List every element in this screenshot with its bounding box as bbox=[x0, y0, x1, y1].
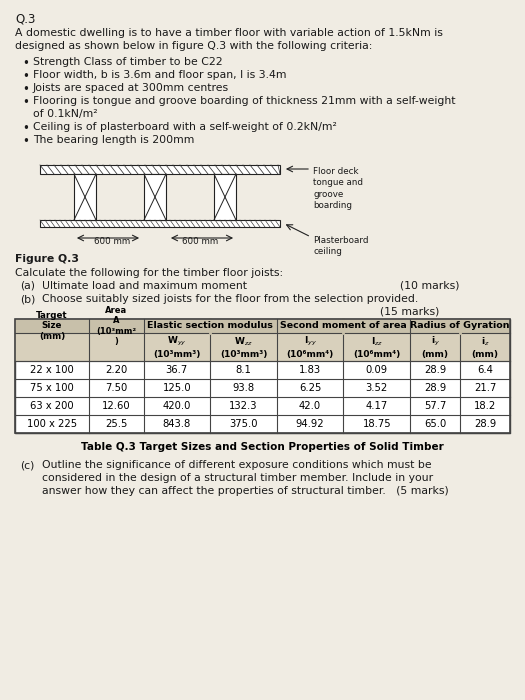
Text: Ceiling is of plasterboard with a self-weight of 0.2kN/m²: Ceiling is of plasterboard with a self-w… bbox=[33, 122, 337, 132]
Text: Floor deck
tongue and
groove
boarding: Floor deck tongue and groove boarding bbox=[313, 167, 363, 210]
Text: Calculate the following for the timber floor joists:: Calculate the following for the timber f… bbox=[15, 268, 283, 278]
Text: Second moment of area: Second moment of area bbox=[280, 321, 407, 330]
Text: of 0.1kN/m²: of 0.1kN/m² bbox=[33, 109, 98, 119]
Text: Joists are spaced at 300mm centres: Joists are spaced at 300mm centres bbox=[33, 83, 229, 93]
Text: 42.0: 42.0 bbox=[299, 401, 321, 411]
Text: Elastic section modulus: Elastic section modulus bbox=[147, 321, 273, 330]
Text: Choose suitably sized joists for the floor from the selection provided.: Choose suitably sized joists for the flo… bbox=[42, 294, 418, 304]
Text: Figure Q.3: Figure Q.3 bbox=[15, 254, 79, 264]
Text: 125.0: 125.0 bbox=[163, 383, 191, 393]
Text: i$_{y}$
(mm): i$_{y}$ (mm) bbox=[422, 335, 448, 359]
Bar bbox=[15, 319, 510, 433]
Text: •: • bbox=[22, 57, 29, 70]
Bar bbox=[144, 174, 166, 220]
Text: 18.75: 18.75 bbox=[362, 419, 391, 429]
Text: W$_{yy}$
(10³mm³): W$_{yy}$ (10³mm³) bbox=[153, 335, 201, 359]
Text: 0.09: 0.09 bbox=[366, 365, 388, 375]
Text: 63 x 200: 63 x 200 bbox=[30, 401, 74, 411]
Text: i$_{z}$
(mm): i$_{z}$ (mm) bbox=[471, 335, 499, 359]
Text: Strength Class of timber to be C22: Strength Class of timber to be C22 bbox=[33, 57, 223, 67]
Text: The bearing length is 200mm: The bearing length is 200mm bbox=[33, 135, 194, 145]
Text: I$_{zz}$
(10⁶mm⁴): I$_{zz}$ (10⁶mm⁴) bbox=[353, 335, 401, 359]
Text: 8.1: 8.1 bbox=[236, 365, 251, 375]
Text: designed as shown below in figure Q.3 with the following criteria:: designed as shown below in figure Q.3 wi… bbox=[15, 41, 372, 51]
Text: 65.0: 65.0 bbox=[424, 419, 446, 429]
Text: 600 mm: 600 mm bbox=[94, 237, 130, 246]
Text: 132.3: 132.3 bbox=[229, 401, 258, 411]
Bar bbox=[15, 333, 510, 361]
Text: (a): (a) bbox=[20, 281, 35, 291]
Text: 25.5: 25.5 bbox=[105, 419, 128, 429]
Text: 3.52: 3.52 bbox=[365, 383, 388, 393]
Text: 420.0: 420.0 bbox=[163, 401, 191, 411]
Text: A domestic dwelling is to have a timber floor with variable action of 1.5kNm is: A domestic dwelling is to have a timber … bbox=[15, 28, 443, 38]
Bar bbox=[214, 174, 236, 220]
Text: Ultimate load and maximum moment: Ultimate load and maximum moment bbox=[42, 281, 247, 291]
Text: 18.2: 18.2 bbox=[474, 401, 496, 411]
Text: 94.92: 94.92 bbox=[296, 419, 324, 429]
Text: W$_{zz}$
(10³mm³): W$_{zz}$ (10³mm³) bbox=[220, 335, 267, 359]
Bar bbox=[40, 165, 280, 174]
Text: Plasterboard
ceiling: Plasterboard ceiling bbox=[313, 236, 369, 256]
Text: (15 marks): (15 marks) bbox=[380, 307, 439, 317]
Text: 843.8: 843.8 bbox=[163, 419, 191, 429]
Text: 6.4: 6.4 bbox=[477, 365, 493, 375]
Text: answer how they can affect the properties of structural timber.   (5 marks): answer how they can affect the propertie… bbox=[42, 486, 449, 496]
Text: 36.7: 36.7 bbox=[166, 365, 188, 375]
Text: considered in the design of a structural timber member. Include in your: considered in the design of a structural… bbox=[42, 473, 433, 483]
Text: 12.60: 12.60 bbox=[102, 401, 130, 411]
Text: Radius of Gyration: Radius of Gyration bbox=[410, 321, 510, 330]
Text: 6.25: 6.25 bbox=[299, 383, 321, 393]
Text: •: • bbox=[22, 135, 29, 148]
Text: 22 x 100: 22 x 100 bbox=[30, 365, 74, 375]
Text: 375.0: 375.0 bbox=[229, 419, 258, 429]
Text: 2.20: 2.20 bbox=[105, 365, 127, 375]
Text: 7.50: 7.50 bbox=[105, 383, 127, 393]
Text: •: • bbox=[22, 122, 29, 135]
Bar bbox=[40, 220, 280, 227]
Text: 57.7: 57.7 bbox=[424, 401, 446, 411]
Text: 600 mm: 600 mm bbox=[182, 237, 218, 246]
Text: 93.8: 93.8 bbox=[233, 383, 255, 393]
Text: 4.17: 4.17 bbox=[365, 401, 388, 411]
Text: (10 marks): (10 marks) bbox=[400, 281, 459, 291]
Text: I$_{yy}$
(10⁶mm⁴): I$_{yy}$ (10⁶mm⁴) bbox=[287, 335, 334, 359]
Text: 75 x 100: 75 x 100 bbox=[30, 383, 74, 393]
Text: 21.7: 21.7 bbox=[474, 383, 496, 393]
Bar bbox=[15, 319, 510, 333]
Bar bbox=[15, 319, 510, 433]
Text: Area
A
(10³mm²
): Area A (10³mm² ) bbox=[96, 307, 136, 346]
Text: 28.9: 28.9 bbox=[474, 419, 496, 429]
Bar bbox=[74, 174, 96, 220]
Text: •: • bbox=[22, 70, 29, 83]
Text: Q.3: Q.3 bbox=[15, 12, 35, 25]
Text: 28.9: 28.9 bbox=[424, 365, 446, 375]
Text: 28.9: 28.9 bbox=[424, 383, 446, 393]
Text: Table Q.3 Target Sizes and Section Properties of Solid Timber: Table Q.3 Target Sizes and Section Prope… bbox=[81, 442, 444, 452]
Text: (c): (c) bbox=[20, 460, 34, 470]
Text: Floor width, b is 3.6m and floor span, l is 3.4m: Floor width, b is 3.6m and floor span, l… bbox=[33, 70, 287, 80]
Text: Flooring is tongue and groove boarding of thickness 21mm with a self-weight: Flooring is tongue and groove boarding o… bbox=[33, 96, 456, 106]
Text: 100 x 225: 100 x 225 bbox=[27, 419, 77, 429]
Text: 1.83: 1.83 bbox=[299, 365, 321, 375]
Text: Target
Size
(mm): Target Size (mm) bbox=[36, 312, 68, 341]
Text: Outline the significance of different exposure conditions which must be: Outline the significance of different ex… bbox=[42, 460, 432, 470]
Text: •: • bbox=[22, 96, 29, 109]
Text: (b): (b) bbox=[20, 294, 35, 304]
Text: •: • bbox=[22, 83, 29, 96]
